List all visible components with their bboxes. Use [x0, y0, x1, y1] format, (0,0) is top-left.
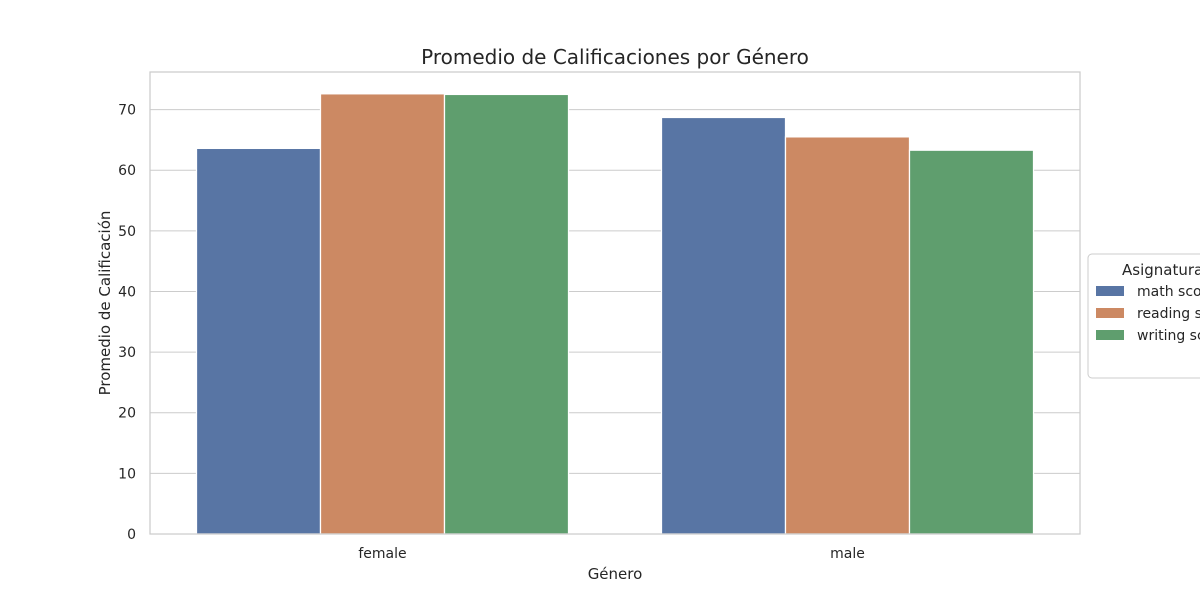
bar: [319, 93, 446, 535]
y-tick-label: 0: [127, 527, 136, 543]
chart-title: Promedio de Calificaciones por Género: [421, 45, 809, 69]
bar: [908, 149, 1035, 535]
legend-swatch: [1096, 286, 1124, 296]
bar: [443, 93, 570, 535]
y-tick-label: 60: [118, 163, 136, 179]
x-axis-ticks: female male: [358, 546, 865, 562]
bar: [784, 136, 911, 535]
y-tick-label: 10: [118, 466, 136, 482]
x-axis-label: Género: [588, 565, 643, 583]
y-tick-label: 40: [118, 284, 136, 300]
bar: [660, 116, 787, 535]
bars: [195, 93, 1035, 535]
y-tick-label: 30: [118, 345, 136, 361]
y-axis-label: Promedio de Calificación: [96, 211, 114, 396]
y-tick-label: 70: [118, 103, 136, 119]
y-axis-ticks: 0 10 20 30 40 50 60 70: [118, 103, 136, 543]
legend-swatch: [1096, 308, 1124, 318]
legend-box: [1087, 253, 1200, 379]
y-tick-label: 20: [118, 406, 136, 422]
x-tick-label: female: [358, 546, 406, 562]
y-tick-label: 50: [118, 224, 136, 240]
bar: [195, 147, 322, 535]
legend-swatch: [1096, 330, 1124, 340]
plot-frame: [149, 71, 1081, 535]
plot-area: [149, 71, 1081, 535]
x-tick-label: male: [830, 546, 865, 562]
legend-title: Asignatura: [1122, 261, 1200, 279]
